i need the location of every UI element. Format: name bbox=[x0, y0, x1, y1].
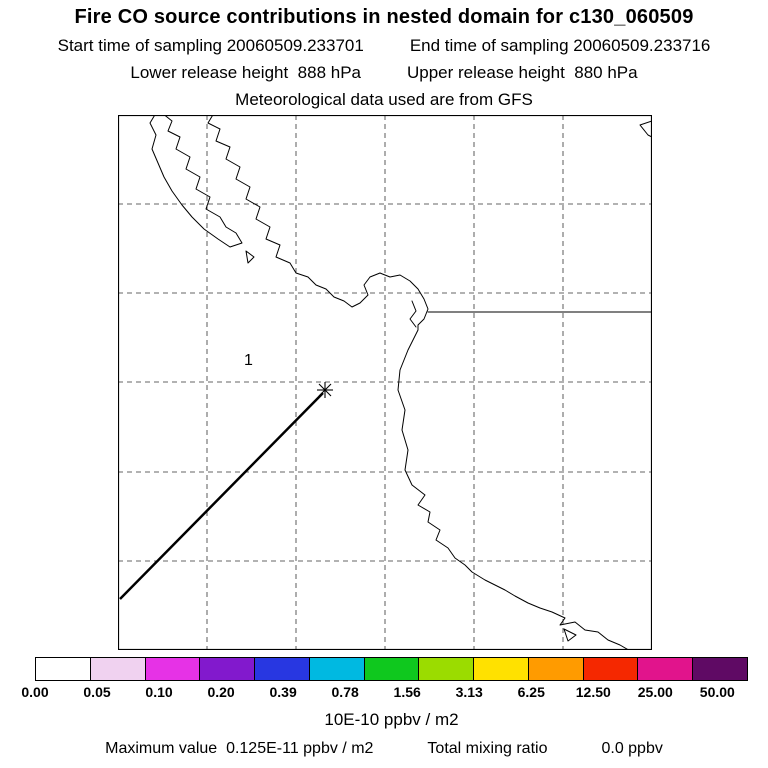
colorbar-cell bbox=[309, 658, 365, 680]
page-title: Fire CO source contributions in nested d… bbox=[74, 6, 694, 28]
colorbar-cell bbox=[474, 658, 529, 680]
total-mixing-label: Total mixing ratio bbox=[427, 740, 548, 757]
colorbar-tick-label: 0.10 bbox=[145, 684, 173, 700]
vancouver-island-coastline bbox=[149, 115, 243, 248]
coastlines bbox=[149, 115, 652, 650]
colorbar-area: 0.00 0.05 0.10 0.20 0.39 0.78 1.56 3.13 6.25 12.5… bbox=[21, 657, 748, 730]
max-value-text: Maximum value 0.125E-11 ppbv / m2 bbox=[105, 740, 374, 757]
met-source-text: Meteorological data used are from GFS bbox=[235, 90, 533, 109]
upper-release-text: Upper release height 880 hPa bbox=[407, 63, 638, 82]
inlet-line bbox=[409, 300, 417, 328]
colorbar-cell bbox=[528, 658, 584, 680]
gulf-island bbox=[245, 250, 255, 264]
summary-line: Maximum value 0.125E-11 ppbv / m2 Total … bbox=[0, 740, 768, 758]
colorbar-cell bbox=[90, 658, 146, 680]
northeast-coast-fragment bbox=[639, 120, 652, 138]
release-height-line: Lower release height 888 hPa Upper relea… bbox=[0, 63, 768, 83]
colorbar-tick-label: 0.78 bbox=[331, 684, 359, 700]
trajectory-line bbox=[119, 392, 324, 600]
colorbar-tick-label: 25.00 bbox=[637, 684, 673, 700]
end-time-text: End time of sampling 20060509.233716 bbox=[409, 36, 711, 55]
grid-lines bbox=[118, 115, 652, 650]
colorbar-tick-label: 0.00 bbox=[21, 684, 49, 700]
colorbar-tick-label: 0.39 bbox=[269, 684, 297, 700]
source-number-label: 1 bbox=[244, 352, 253, 369]
colorbar-tick-label: 0.20 bbox=[207, 684, 235, 700]
colorbar-cell bbox=[583, 658, 639, 680]
colorbar-tick-label: 50.00 bbox=[699, 684, 735, 700]
colorbar-cell bbox=[419, 658, 475, 680]
map-area: 1 bbox=[118, 115, 652, 650]
map-plot: 1 bbox=[118, 115, 652, 650]
colorbar-cell bbox=[200, 658, 256, 680]
colorbar-cell bbox=[145, 658, 201, 680]
colorbar-tick-label: 12.50 bbox=[575, 684, 611, 700]
colorbar-unit-label: 10E-10 ppbv / m2 bbox=[324, 710, 459, 729]
lower-release-text: Lower release height 888 hPa bbox=[130, 63, 361, 82]
mainland-coastline bbox=[207, 115, 630, 650]
colorbar-cell bbox=[364, 658, 420, 680]
colorbar-cell bbox=[36, 658, 91, 680]
colorbar-cells bbox=[35, 657, 748, 681]
start-time-text: Start time of sampling 20060509.233701 bbox=[57, 36, 364, 55]
sampling-time-line: Start time of sampling 20060509.233701 E… bbox=[0, 36, 768, 56]
receptor-star-icon bbox=[317, 382, 333, 398]
colorbar-tick-label: 6.25 bbox=[517, 684, 545, 700]
colorbar-tick-label: 0.05 bbox=[83, 684, 111, 700]
total-mixing-value: 0.0 ppbv bbox=[601, 740, 663, 757]
colorbar-tick-label: 1.56 bbox=[393, 684, 421, 700]
coastal-island bbox=[563, 628, 577, 642]
colorbar-tick-label: 3.13 bbox=[455, 684, 483, 700]
met-source-line: Meteorological data used are from GFS bbox=[0, 90, 768, 110]
colorbar-labels: 0.00 0.05 0.10 0.20 0.39 0.78 1.56 3.13 6.25 12.5… bbox=[21, 684, 748, 702]
colorbar-cell bbox=[693, 658, 747, 680]
colorbar-cell bbox=[638, 658, 694, 680]
colorbar-cell bbox=[255, 658, 310, 680]
map-frame bbox=[118, 115, 652, 650]
